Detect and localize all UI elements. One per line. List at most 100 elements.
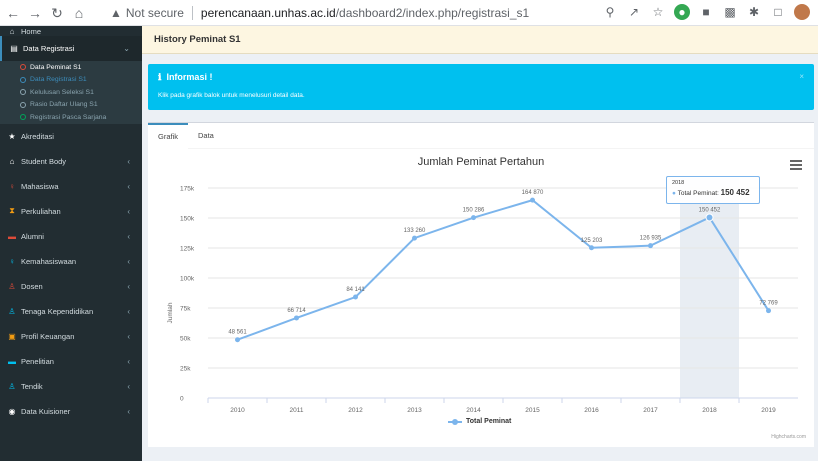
x-tick-label: 2014 bbox=[466, 407, 481, 414]
profile-avatar[interactable] bbox=[794, 4, 810, 20]
sidebar-item-tenaga-kependidikan[interactable]: ♙ Tenaga Kependidikan ‹ bbox=[0, 299, 142, 324]
legend-marker bbox=[448, 418, 462, 425]
x-tick-label: 2010 bbox=[230, 407, 245, 414]
browser-toolbar: ← → ↻ ⌂ ▲ Not secure perencanaan.unhas.a… bbox=[0, 0, 818, 26]
chevron-left-icon: ‹ bbox=[127, 206, 130, 216]
window-icon[interactable]: □ bbox=[774, 5, 782, 19]
tab-data[interactable]: Data bbox=[198, 131, 214, 140]
hamburger-menu-icon[interactable] bbox=[790, 160, 802, 170]
sidebar-item-dosen[interactable]: ♙ Dosen ‹ bbox=[0, 274, 142, 299]
sidebar-item-akreditasi[interactable]: ★ Akreditasi bbox=[0, 124, 142, 149]
x-tick-label: 2016 bbox=[584, 407, 599, 414]
y-tick-label: 125k bbox=[180, 246, 195, 253]
sidebar-item-data-kuisioner[interactable]: ◉ Data Kuisioner ‹ bbox=[0, 399, 142, 424]
data-point[interactable] bbox=[412, 235, 417, 241]
chevron-left-icon: ‹ bbox=[127, 406, 130, 416]
sidebar-item-mahasiswa[interactable]: ♀ Mahasiswa ‹ bbox=[0, 174, 142, 199]
data-label: 66 714 bbox=[287, 308, 306, 314]
info-icon: ℹ bbox=[158, 72, 162, 82]
data-label: 48 561 bbox=[228, 330, 247, 336]
series-line[interactable] bbox=[237, 199, 770, 341]
chevron-down-icon: ⌄ bbox=[123, 44, 130, 53]
sidebar-item-kemahasiswaan[interactable]: ♀ Kemahasiswaan ‹ bbox=[0, 249, 142, 274]
tooltip-value: 150 452 bbox=[720, 188, 750, 197]
tooltip-series: Total Peminat bbox=[677, 190, 718, 197]
circle-icon: ◉ bbox=[8, 406, 16, 416]
legend-label: Total Peminat bbox=[466, 418, 512, 425]
data-point[interactable] bbox=[530, 197, 535, 203]
address-bar[interactable]: ▲ Not secure perencanaan.unhas.ac.id/das… bbox=[110, 3, 650, 23]
sidebar-item-label: Tendik bbox=[21, 381, 43, 391]
sidebar-item-penelitian[interactable]: ▬ Penelitian ‹ bbox=[0, 349, 142, 374]
user-icon: ♙ bbox=[8, 306, 16, 316]
content-header: History Peminat S1 bbox=[142, 26, 818, 54]
sidebar-item-label: Kemahasiswaan bbox=[21, 256, 77, 266]
share-icon[interactable]: ↗ bbox=[628, 5, 640, 19]
data-point[interactable] bbox=[766, 308, 771, 314]
back-arrow-icon[interactable]: ← bbox=[6, 4, 20, 21]
sidebar-subitem[interactable]: Kelulusan Seleksi S1 bbox=[0, 86, 142, 99]
sidebar-subitem[interactable]: Registrasi Pasca Sarjana bbox=[0, 111, 142, 124]
data-label: 72 769 bbox=[759, 301, 778, 307]
tab-bar: Grafik Data bbox=[148, 123, 814, 149]
sidebar-item-label: Dosen bbox=[21, 281, 43, 291]
data-point[interactable] bbox=[471, 215, 476, 221]
data-label: 150 286 bbox=[463, 208, 485, 214]
callout-title: ℹ Informasi ! bbox=[158, 72, 212, 83]
info-callout: ℹ Informasi ! Klik pada grafik balok unt… bbox=[148, 64, 814, 110]
sidebar-subitem[interactable]: Rasio Daftar Ulang S1 bbox=[0, 99, 142, 112]
data-label: 84 141 bbox=[346, 287, 365, 293]
close-icon[interactable]: × bbox=[799, 72, 804, 81]
extension-icon[interactable]: ● bbox=[674, 4, 690, 20]
data-point[interactable] bbox=[353, 294, 358, 300]
callout-title-text: Informasi ! bbox=[166, 72, 213, 82]
sidebar-item-student-body[interactable]: ⌂ Student Body ‹ bbox=[0, 149, 142, 174]
reload-icon[interactable]: ↻ bbox=[51, 4, 63, 21]
data-label: 164 870 bbox=[522, 190, 544, 196]
tooltip-bullet: ● bbox=[672, 190, 676, 197]
sidebar-subitem-label: Kelulusan Seleksi S1 bbox=[30, 88, 94, 96]
y-tick-label: 75k bbox=[180, 306, 191, 313]
x-tick-label: 2015 bbox=[525, 407, 540, 414]
home-icon[interactable]: ⌂ bbox=[74, 4, 84, 21]
chart-credits[interactable]: Highcharts.com bbox=[771, 434, 806, 440]
data-point[interactable] bbox=[648, 243, 653, 249]
chevron-left-icon: ‹ bbox=[127, 181, 130, 191]
chart-tooltip: 2018 ● Total Peminat: 150 452 bbox=[666, 176, 760, 204]
sidebar-subitem[interactable]: Data Registrasi S1 bbox=[0, 74, 142, 87]
sidebar-item-alumni[interactable]: ▬ Alumni ‹ bbox=[0, 224, 142, 249]
chart-title: Jumlah Peminat Pertahun bbox=[417, 156, 545, 168]
tooltip-header: 2018 bbox=[672, 180, 685, 186]
url-path: /dashboard2/index.php/registrasi_s1 bbox=[335, 6, 530, 20]
sidebar-item-label: Mahasiswa bbox=[21, 181, 59, 191]
data-point[interactable] bbox=[235, 337, 240, 343]
tab-grafik[interactable]: Grafik bbox=[148, 123, 189, 149]
data-point[interactable] bbox=[294, 315, 299, 321]
sidebar-item-profil-keuangan[interactable]: ▣ Profil Keuangan ‹ bbox=[0, 324, 142, 349]
sidebar-item-home[interactable]: ⌂ Home bbox=[0, 26, 142, 36]
line-chart[interactable]: 0 25k 50k 75k 100k 125k 150k 175k 2010 2011 2012 20… bbox=[148, 150, 814, 446]
sidebar-item-label: Data Kuisioner bbox=[21, 406, 71, 416]
person-icon: ♀ bbox=[9, 181, 15, 191]
table-icon: ▤ bbox=[10, 44, 18, 53]
extension-icon[interactable]: ■ bbox=[702, 5, 710, 19]
sidebar-item-data-registrasi[interactable]: ▤ Data Registrasi ⌄ bbox=[0, 36, 142, 61]
chevron-left-icon: ‹ bbox=[127, 156, 130, 166]
puzzle-icon[interactable]: ✱ bbox=[748, 5, 760, 19]
circle-icon bbox=[20, 64, 26, 71]
data-point[interactable] bbox=[589, 245, 594, 251]
chart-legend[interactable]: Total Peminat bbox=[448, 418, 511, 425]
data-point[interactable] bbox=[705, 213, 714, 222]
y-tick-label: 50k bbox=[180, 336, 191, 343]
sidebar-subitem[interactable]: Data Peminat S1 bbox=[0, 61, 142, 74]
callout-body: Klik pada grafik balok untuk menelusuri … bbox=[158, 92, 305, 99]
extension-icon[interactable]: ▩ bbox=[724, 5, 736, 19]
user-icon: ♙ bbox=[8, 281, 16, 291]
y-tick-label: 175k bbox=[180, 186, 195, 193]
forward-arrow-icon[interactable]: → bbox=[28, 4, 42, 21]
bookmark-star-icon[interactable]: ☆ bbox=[652, 5, 664, 19]
sidebar-item-perkuliahan[interactable]: ⧗ Perkuliahan ‹ bbox=[0, 199, 142, 224]
zoom-icon[interactable]: ⚲ bbox=[605, 5, 615, 19]
url-divider bbox=[191, 6, 193, 20]
sidebar-item-tendik[interactable]: ♙ Tendik ‹ bbox=[0, 374, 142, 399]
